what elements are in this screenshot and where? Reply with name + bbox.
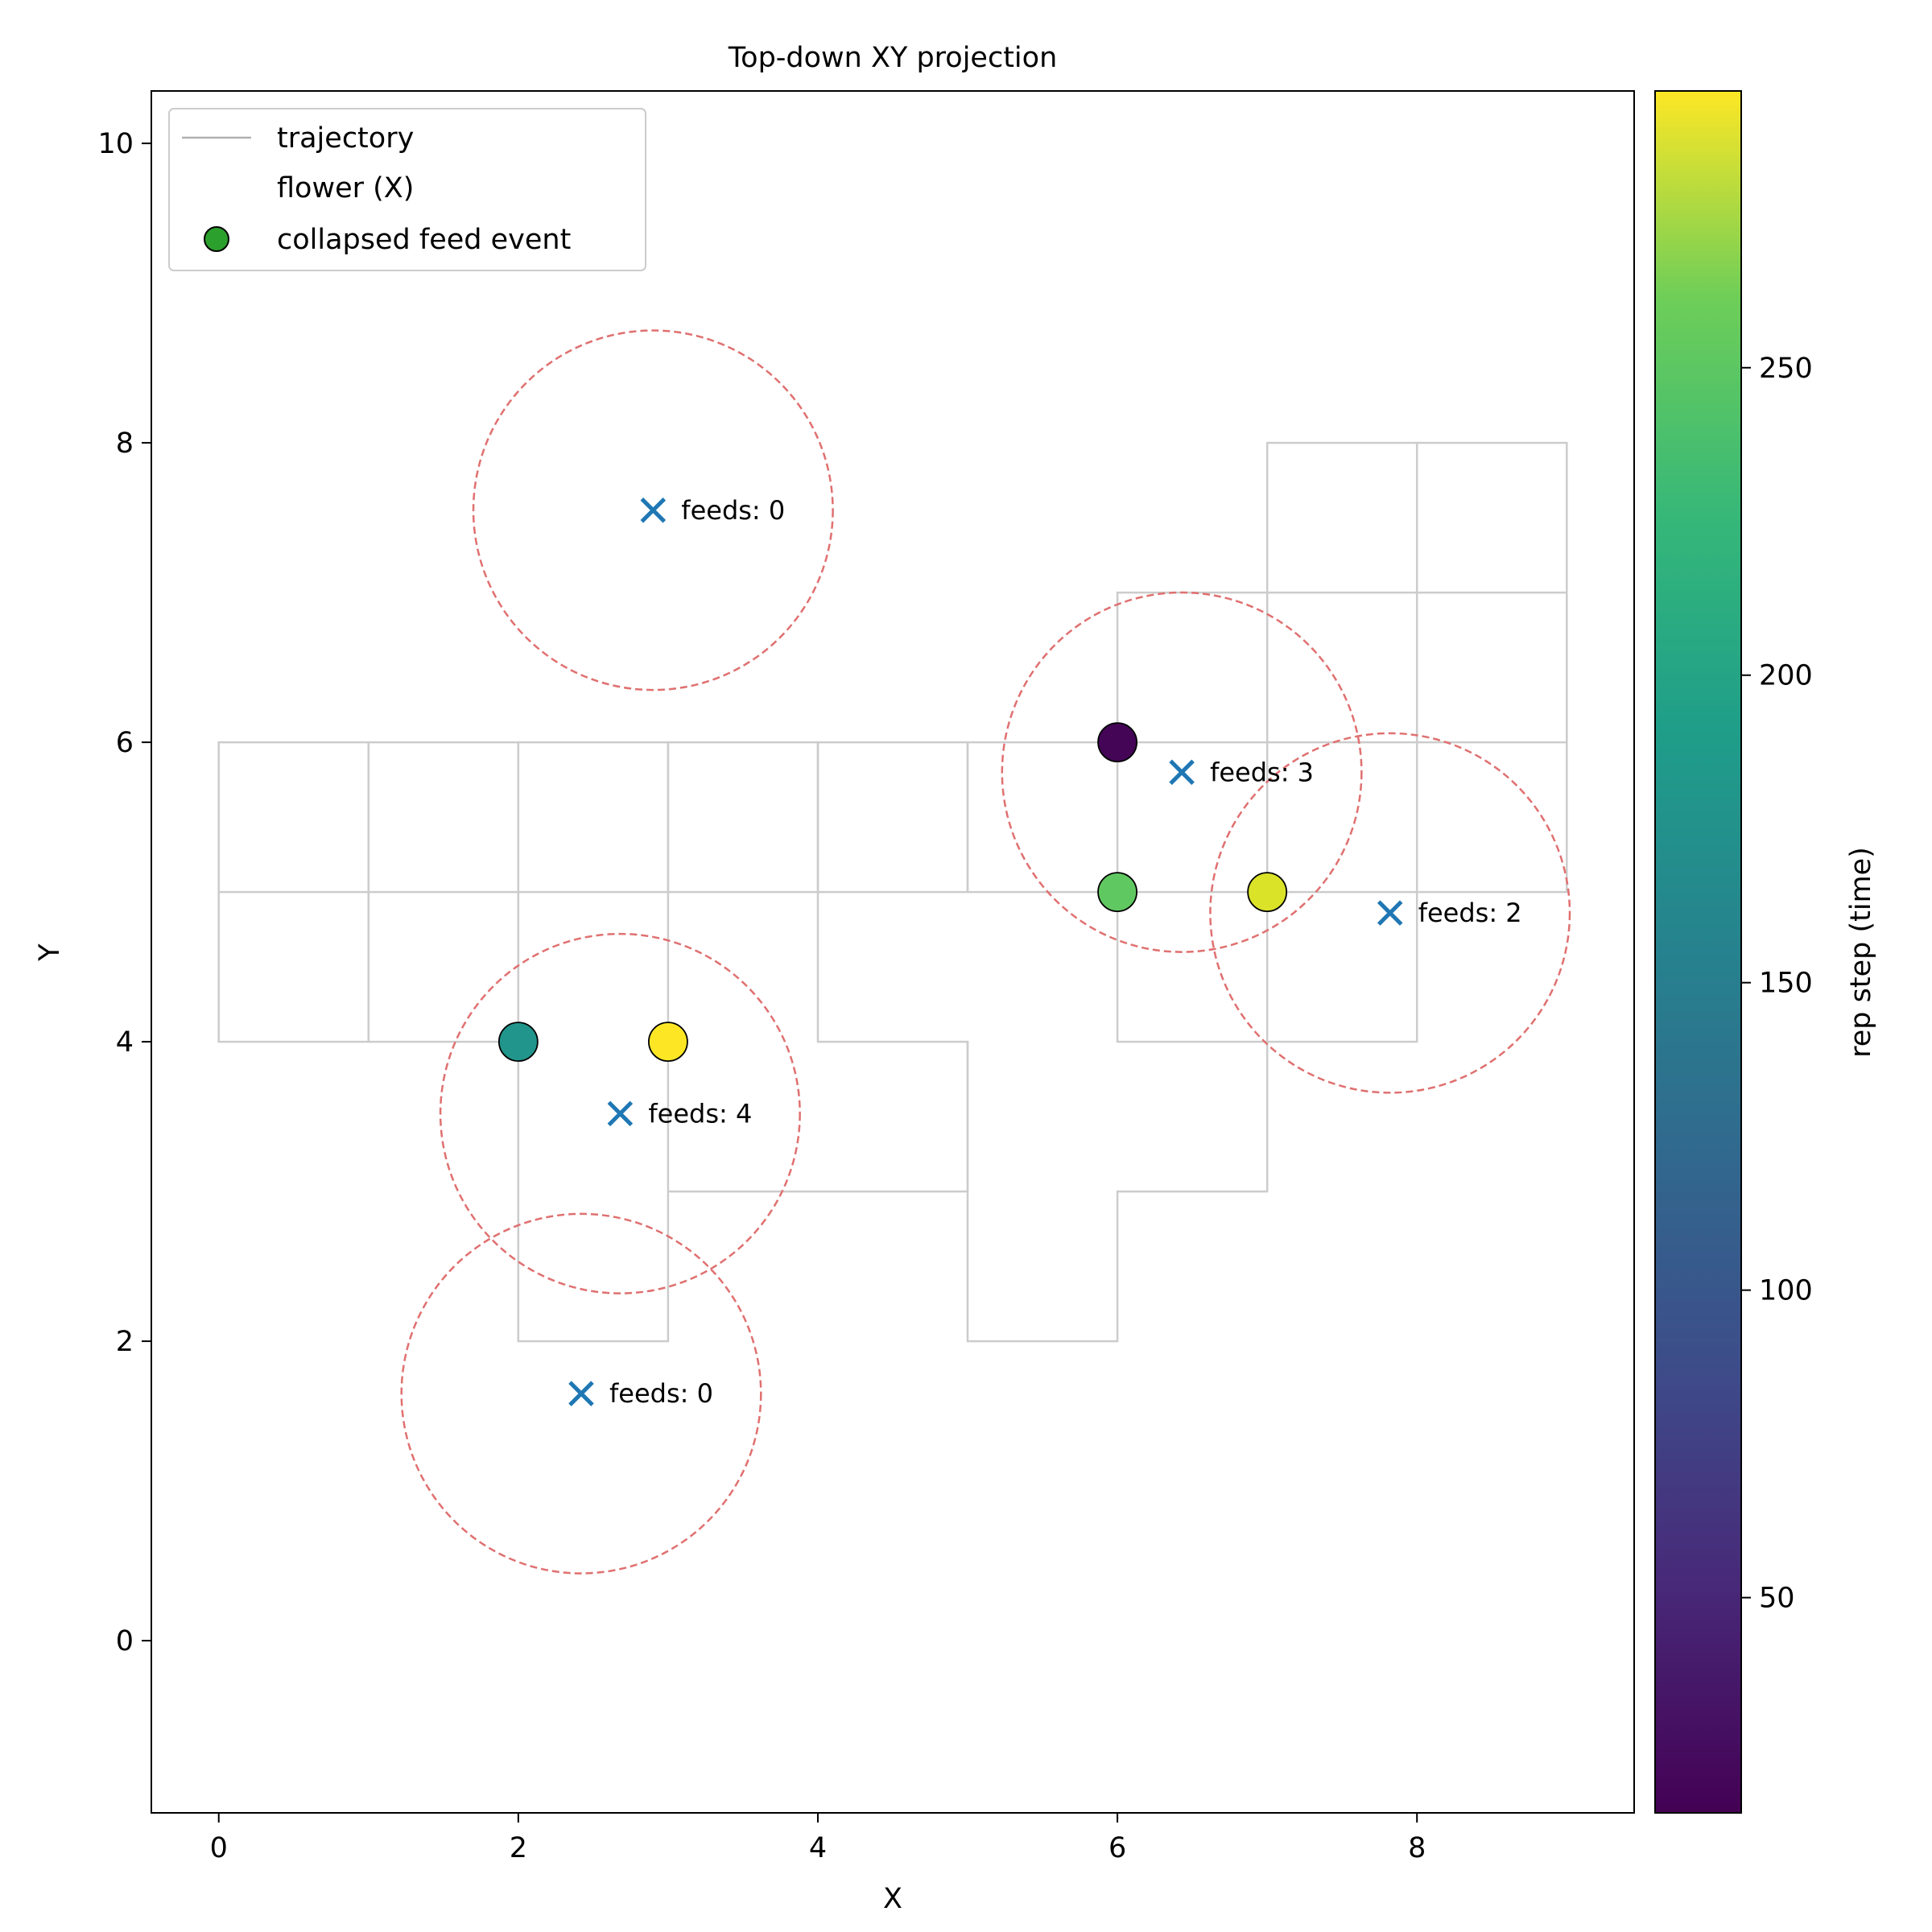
trajectory-segment (667, 741, 819, 894)
colorbar-tick-label: 200 (1759, 660, 1813, 692)
trajectory-segment (1116, 892, 1418, 1043)
colorbar-gradient (1654, 90, 1742, 1814)
legend-feed-event-swatch (204, 226, 229, 252)
flower-marker-layer: feeds: 0 feeds: 3 feeds: 2 feeds: 4 feeds: 0 (568, 495, 1522, 1409)
legend-trajectory-label: trajectory (277, 122, 414, 155)
flower-radius-layer (400, 329, 1571, 1575)
y-tick-label: 8 (116, 427, 134, 460)
plot-area: feeds: 0 feeds: 3 feeds: 2 feeds: 4 feeds: 0 (217, 329, 1571, 1575)
colorbar-ticks: 50 100 150 200 250 (1741, 353, 1813, 1615)
y-axis-ticks: 0 2 4 6 8 10 (97, 128, 151, 1657)
flower-marker (1377, 900, 1403, 926)
flower-marker (568, 1381, 594, 1406)
trajectory-segment (816, 741, 969, 894)
trajectory-segment (966, 892, 1269, 1343)
x-axis-ticks: 0 2 4 6 8 (210, 1813, 1426, 1864)
chart-title: Top-down XY projection (728, 42, 1058, 74)
legend-flower-label: flower (X) (277, 172, 414, 204)
trajectory-segment (217, 741, 370, 894)
y-axis-label: Y (34, 943, 66, 962)
trajectory-segment (517, 741, 670, 894)
axes-frame (151, 90, 1635, 1814)
trajectory-segment (217, 892, 370, 1043)
feed-event-marker (1097, 722, 1137, 762)
flower-feeds-label: feeds: 3 (1210, 757, 1314, 787)
flower-feeds-label: feeds: 0 (609, 1378, 713, 1409)
feed-event-marker (648, 1022, 688, 1062)
trajectory-segment (1117, 741, 1269, 894)
x-axis-label: X (883, 1883, 902, 1915)
flower-marker (607, 1100, 634, 1127)
trajectory-segment (367, 892, 520, 1043)
trajectory-segment (517, 892, 670, 1343)
flower-radius-circle (439, 932, 801, 1294)
legend: trajectory flower (X) collapsed feed eve… (168, 108, 646, 271)
trajectory-segment (1116, 591, 1269, 743)
x-tick-label: 4 (809, 1832, 827, 1864)
flower-radius-circle (1001, 591, 1363, 953)
feed-event-marker (1097, 872, 1137, 912)
feed-event-marker (497, 1022, 539, 1062)
flower-feeds-label: feeds: 2 (1418, 898, 1522, 928)
flower-radius-circle (400, 1212, 762, 1575)
y-tick-label: 0 (116, 1625, 134, 1657)
trajectory-segment (367, 741, 520, 894)
feed-event-layer (497, 722, 1288, 1062)
flower-radius-circle (472, 329, 834, 691)
colorbar-label: rep step (time) (1845, 847, 1877, 1058)
trajectory-segment (1417, 441, 1568, 894)
x-tick-label: 0 (210, 1832, 228, 1864)
x-tick-label: 6 (1108, 1832, 1126, 1864)
colorbar-tick-label: 250 (1759, 353, 1813, 385)
flower-marker (640, 497, 667, 523)
y-tick-label: 4 (116, 1026, 134, 1059)
trajectory-segment (1267, 741, 1418, 894)
flower-feeds-label: feeds: 4 (648, 1098, 752, 1129)
colorbar-tick-label: 100 (1759, 1275, 1813, 1307)
legend-feed-event-label: collapsed feed event (277, 224, 571, 256)
trajectory-segment (667, 892, 969, 1193)
flower-marker (1169, 759, 1195, 786)
x-tick-label: 8 (1408, 1832, 1426, 1864)
x-tick-label: 2 (510, 1832, 527, 1864)
colorbar-tick-label: 150 (1759, 968, 1813, 1000)
colorbar-tick-label: 50 (1759, 1583, 1795, 1615)
flower-radius-circle (1209, 732, 1571, 1094)
y-tick-label: 10 (97, 128, 134, 160)
y-tick-label: 6 (116, 727, 134, 759)
legend-box (168, 108, 646, 271)
feed-event-marker (1247, 872, 1288, 912)
flower-feeds-label: feeds: 0 (681, 495, 785, 526)
y-tick-label: 2 (116, 1326, 134, 1358)
trajectory-segment (966, 741, 1119, 894)
colorbar: 50 100 150 200 250 rep step (time) (1654, 90, 1877, 1814)
trajectory-layer (217, 441, 1568, 1343)
